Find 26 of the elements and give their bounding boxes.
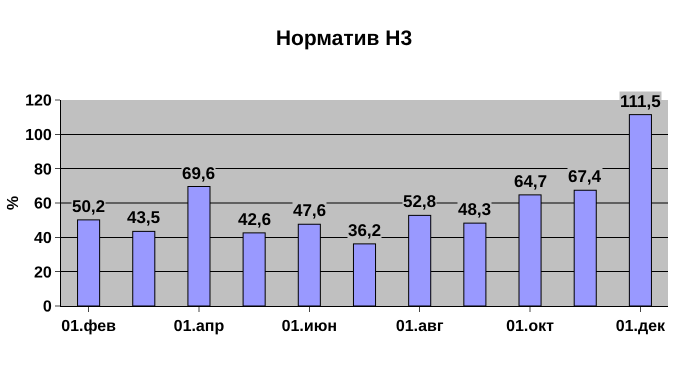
y-tick-label: 40: [34, 230, 52, 247]
data-label: 50,2: [72, 197, 106, 216]
y-tick-label: 60: [34, 196, 52, 213]
y-tick-label: 100: [25, 126, 52, 144]
x-tick-label: 01.дек: [616, 318, 666, 336]
data-label: 64,7: [514, 172, 548, 191]
x-tick-label: 01.фев: [61, 318, 116, 336]
y-tick-label: 0: [42, 298, 52, 316]
data-label: 43,5: [127, 208, 160, 227]
x-tick-label: 01.июн: [282, 318, 338, 336]
data-label: 42,6: [238, 210, 272, 229]
data-label: 36,2: [348, 221, 382, 240]
data-label: 69,6: [182, 164, 216, 183]
data-label: 111,5: [620, 92, 661, 111]
y-axis-title: %: [4, 196, 22, 210]
data-label: 48,3: [458, 200, 492, 219]
y-tick-label: 80: [34, 161, 52, 178]
y-tick-label: 20: [34, 264, 52, 282]
x-tick-label: 01.окт: [506, 318, 554, 336]
chart-title: Норматив Н3: [276, 26, 412, 50]
data-label: 52,8: [403, 192, 436, 211]
x-tick-label: 01.авг: [396, 318, 444, 336]
y-tick-label: 120: [25, 92, 52, 110]
data-label: 47,6: [293, 201, 326, 220]
x-tick-label: 01.апр: [174, 318, 224, 336]
data-label: 67,4: [568, 167, 602, 186]
